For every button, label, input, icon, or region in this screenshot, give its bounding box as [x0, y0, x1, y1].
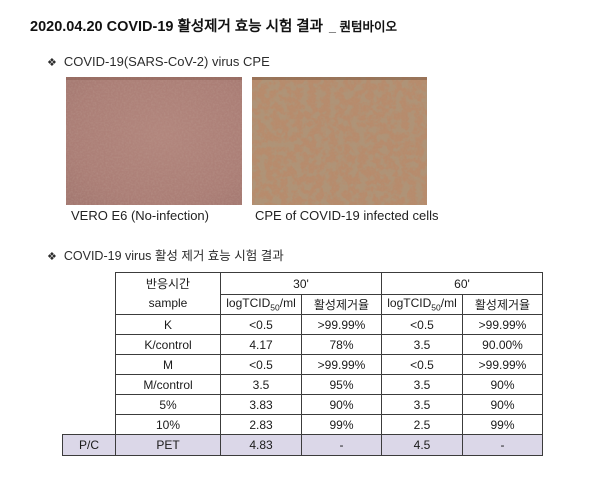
value-cell: 2.83 — [220, 414, 302, 435]
sample-cell: K/control — [115, 334, 221, 355]
value-cell: 3.5 — [381, 334, 463, 355]
value-cell: 99% — [301, 414, 382, 435]
value-cell: 3.5 — [381, 394, 463, 415]
header-cell-logtcid-60: logTCID50/ml — [381, 294, 463, 315]
sample-cell: 5% — [115, 394, 221, 415]
value-cell: <0.5 — [381, 314, 463, 335]
header-cell-30min: 30' — [220, 272, 382, 295]
value-cell: 99% — [462, 414, 543, 435]
value-cell: 90% — [301, 394, 382, 415]
table-row-k: K <0.5 >99.99% <0.5 >99.99% — [63, 314, 543, 335]
section-heading-cpe: ❖ COVID-19(SARS-CoV-2) virus CPE — [47, 54, 270, 69]
spacer-cell — [63, 355, 116, 375]
header-cell-60min: 60' — [381, 272, 543, 295]
value-cell: >99.99% — [301, 354, 382, 375]
value-cell: 3.5 — [381, 374, 463, 395]
value-cell: 3.83 — [220, 394, 302, 415]
table-row-10pct: 10% 2.83 99% 2.5 99% — [63, 414, 543, 435]
header-reaction-time: 반응시간 — [145, 276, 191, 291]
table-row-m: M <0.5 >99.99% <0.5 >99.99% — [63, 354, 543, 375]
section-heading-results: ❖ COVID-19 virus 활성 제거 효능 시험 결과 — [47, 245, 284, 264]
value-cell: - — [301, 434, 382, 456]
diamond-bullet-icon: ❖ — [47, 251, 57, 263]
sample-cell: PET — [115, 434, 221, 456]
section-heading-cpe-label: COVID-19(SARS-CoV-2) virus CPE — [63, 54, 270, 69]
sample-cell: M/control — [115, 374, 221, 395]
spacer-cell — [63, 295, 116, 315]
spacer-cell — [63, 315, 116, 335]
page-title-org: _ 퀀텀바이오 — [329, 20, 397, 34]
sample-cell: K — [115, 314, 221, 335]
table-header-row-metrics: logTCID50/ml 활성제거율 logTCID50/ml 활성제거율 — [63, 294, 543, 315]
sample-cell: M — [115, 354, 221, 375]
value-cell: 90% — [462, 374, 543, 395]
table-row-k-control: K/control 4.17 78% 3.5 90.00% — [63, 334, 543, 355]
value-cell: 3.5 — [220, 374, 302, 395]
value-cell: 4.83 — [220, 434, 302, 456]
table-header-row-times: 반응시간 sample 30' 60' — [63, 272, 543, 315]
value-cell: >99.99% — [462, 354, 543, 375]
spacer-cell — [63, 273, 116, 295]
value-cell: 78% — [301, 334, 382, 355]
value-cell: >99.99% — [301, 314, 382, 335]
micrograph-vero-e6-image — [66, 77, 242, 205]
spacer-cell — [63, 415, 116, 435]
header-cell-rate-30: 활성제거율 — [301, 294, 382, 315]
table-row-m-control: M/control 3.5 95% 3.5 90% — [63, 374, 543, 395]
section-heading-results-label: COVID-19 virus 활성 제거 효능 시험 결과 — [63, 249, 284, 263]
figure-caption-cpe: CPE of COVID-19 infected cells — [255, 208, 439, 223]
value-cell: 4.17 — [220, 334, 302, 355]
header-sample: sample — [148, 295, 188, 310]
page-title: 2020.04.20 COVID-19 활성제거 효능 시험 결과 _ 퀀텀바이… — [30, 15, 397, 36]
table-row-5pct: 5% 3.83 90% 3.5 90% — [63, 394, 543, 415]
figure-caption-vero: VERO E6 (No-infection) — [71, 208, 209, 223]
micrograph-cpe-image — [252, 77, 427, 205]
table-row-pc-pet: P/C PET 4.83 - 4.5 - — [62, 434, 543, 456]
pc-cell: P/C — [62, 434, 116, 456]
header-cell-rate-60: 활성제거율 — [462, 294, 543, 315]
spacer-cell — [63, 395, 116, 415]
value-cell: - — [462, 434, 543, 456]
diamond-bullet-icon: ❖ — [47, 57, 57, 69]
spacer-cell — [63, 375, 116, 395]
page-title-main: 2020.04.20 COVID-19 활성제거 효능 시험 결과 — [30, 19, 323, 35]
value-cell: 4.5 — [381, 434, 463, 456]
value-cell: <0.5 — [220, 314, 302, 335]
value-cell: <0.5 — [220, 354, 302, 375]
header-cell-logtcid-30: logTCID50/ml — [220, 294, 302, 315]
header-cell-sample: 반응시간 sample — [115, 272, 221, 315]
spacer-cell — [63, 335, 116, 355]
value-cell: 2.5 — [381, 414, 463, 435]
value-cell: <0.5 — [381, 354, 463, 375]
value-cell: 95% — [301, 374, 382, 395]
results-table: 반응시간 sample 30' 60' logTCID50/ml 활성제거율 l… — [62, 272, 543, 456]
value-cell: 90% — [462, 394, 543, 415]
value-cell: 90.00% — [462, 334, 543, 355]
value-cell: >99.99% — [462, 314, 543, 335]
sample-cell: 10% — [115, 414, 221, 435]
